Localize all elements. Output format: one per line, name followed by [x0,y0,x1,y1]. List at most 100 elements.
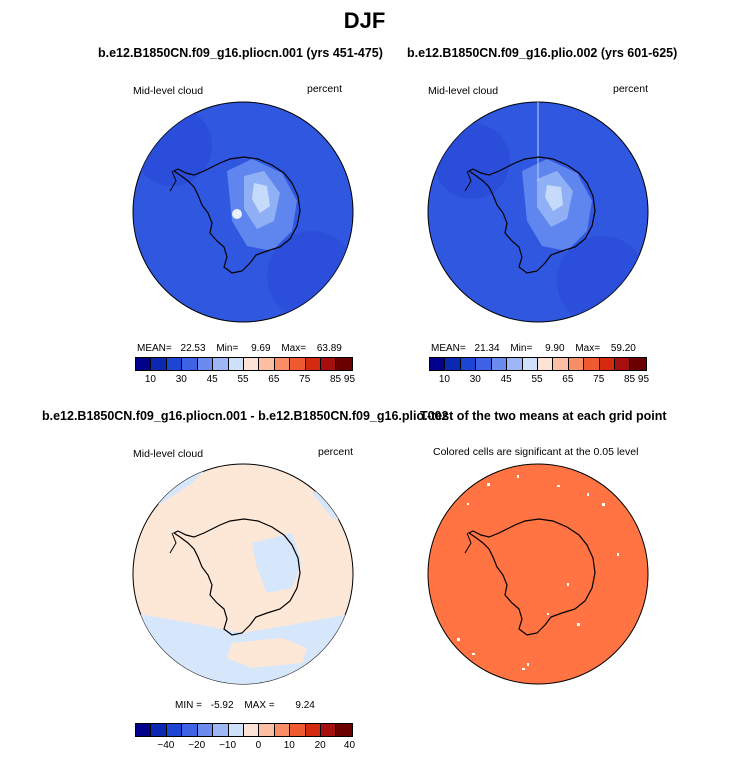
colorbar-swatch [522,358,538,370]
colorbar-tick-label: 65 [562,374,574,385]
colorbar-tick-label: 0 [255,740,262,751]
colorbar-swatch [430,358,446,370]
colorbar-swatch [445,358,461,370]
colorbar-tick-label: 85 [330,374,342,385]
colorbar-swatch [213,724,229,736]
colorbar-swatch [553,358,569,370]
colorbar-ticks-panel-1: 10 30 45 55 65 75 85 95 [135,374,355,386]
colorbar-swatch [321,724,337,736]
max-value: 59.20 [610,343,636,354]
min-value: 9.69 [251,343,271,354]
colorbar-tick-label: 10 [144,374,156,385]
panel-2-units-label: percent [613,83,649,95]
colorbar-tick-label: 95 [343,374,356,385]
colorbar-tick-label: −20 [188,740,206,751]
mean-value: 22.53 [180,343,206,354]
panel-2-variable-label: Mid-level cloud [428,85,499,97]
mean-value: 21.34 [474,343,500,354]
colorbar-swatch [228,724,244,736]
panel-1-units-label: percent [307,83,343,95]
colorbar-swatch [630,358,646,370]
colorbar-swatch [476,358,492,370]
panel-1-variable-label: Mid-level cloud [133,85,204,97]
colorbar-swatch [507,358,523,370]
colorbar-swatch [615,358,631,370]
colorbar-swatch [151,358,167,370]
colorbar-swatch [213,358,229,370]
map-panel-1 [132,101,354,323]
colorbar-swatch [599,358,616,370]
colorbar-tick-label: 10 [283,740,295,751]
max-label: MAX = [244,700,275,711]
colorbar-swatch [336,724,352,736]
colorbar-tick-label: 45 [500,374,512,385]
colorbar-tick-label: 55 [531,374,543,385]
max-label: Max= [575,343,601,354]
coastline [172,156,301,274]
colorbar-swatch [197,358,214,370]
colorbar-tick-label: −40 [157,740,175,751]
colorbar-tick-label: 75 [299,374,311,385]
panel-1-stats: MEAN= 22.53 Min= 9.69 Max= 63.89 [137,343,342,354]
page-title: DJF [343,8,386,33]
colorbar-tick-label: 55 [237,374,249,385]
panel-3-units-label: percent [318,446,354,458]
panel-1-title: b.e12.B1850CN.f09_g16.pliocn.001 (yrs 45… [98,46,383,60]
colorbar-ticks-panel-2: 10 30 45 55 65 75 85 95 [429,374,649,386]
colorbar-tick-label: 75 [593,374,605,385]
colorbar-swatch [182,358,198,370]
colorbar-swatch [243,358,260,370]
colorbar-swatch [228,358,244,370]
colorbar-swatch [182,724,198,736]
colorbar-tick-label: 65 [268,374,280,385]
panel-4-title: T-test of the two means at each grid poi… [420,409,667,423]
colorbar-swatch [290,724,306,736]
colorbar-tick-label: 45 [206,374,218,385]
colorbar-tick-label: 30 [175,374,187,385]
panel-2-title: b.e12.B1850CN.f09_g16.plio.002 (yrs 601-… [407,46,678,60]
colorbar-swatch [166,358,183,370]
colorbar-swatch [243,724,260,736]
colorbar-panel-1 [135,357,353,371]
min-label: Min= [216,343,239,354]
colorbar-swatch [197,724,214,736]
colorbar-tick-label: −10 [219,740,237,751]
colorbar-panel-2 [429,357,647,371]
colorbar-swatch [290,358,306,370]
colorbar-swatch [305,724,322,736]
panel-2-stats: MEAN= 21.34 Min= 9.90 Max= 59.20 [431,343,636,354]
colorbar-swatch [259,724,275,736]
colorbar-swatch [136,724,152,736]
mean-label: MEAN= [137,343,172,354]
colorbar-panel-3 [135,723,353,737]
colorbar-swatch [537,358,554,370]
colorbar-swatch [274,358,291,370]
map-panel-3 [132,463,354,685]
colorbar-tick-label: 85 [624,374,636,385]
colorbar-swatch [491,358,508,370]
colorbar-swatch [568,358,585,370]
colorbar-swatch [151,724,167,736]
min-value: -5.92 [210,700,234,711]
panel-3-variable-label: Mid-level cloud [133,448,204,460]
max-value: 63.89 [316,343,342,354]
colorbar-swatch [460,358,477,370]
map-panel-4 [427,463,649,685]
max-label: Max= [281,343,307,354]
colorbar-swatch [584,358,600,370]
colorbar-tick-label: 40 [343,740,356,751]
colorbar-tick-label: 20 [314,740,326,751]
colorbar-swatch [166,724,183,736]
mean-label: MEAN= [431,343,466,354]
colorbar-tick-label: 95 [637,374,650,385]
colorbar-tick-label: 30 [469,374,481,385]
colorbar-swatch [305,358,322,370]
max-value: 9.24 [295,700,315,711]
map-panel-2 [427,101,649,323]
colorbar-swatch [321,358,337,370]
colorbar-swatch [336,358,352,370]
colorbar-swatch [259,358,275,370]
panel-4-note: Colored cells are significant at the 0.0… [433,446,639,458]
min-label: Min= [510,343,533,354]
min-value: 9.90 [545,343,565,354]
